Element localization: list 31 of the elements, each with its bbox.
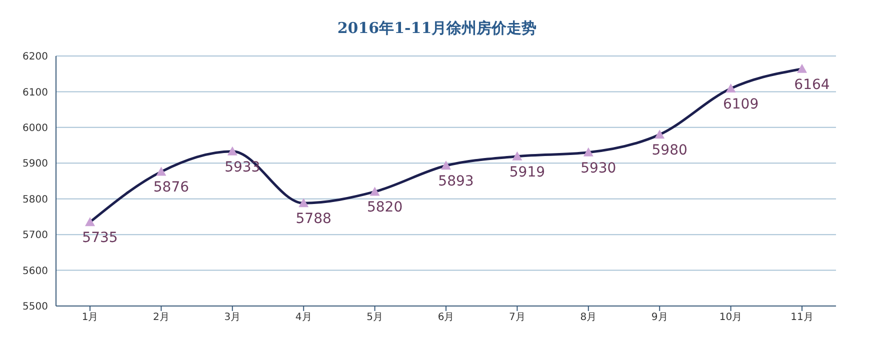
- data-label: 5930: [580, 160, 616, 176]
- x-tick-label: 4月: [295, 312, 312, 324]
- x-tick-label: 7月: [509, 312, 526, 324]
- data-label: 5933: [224, 159, 260, 176]
- data-label: 5820: [366, 200, 403, 216]
- data-label: 6164: [794, 76, 830, 93]
- data-label: 6109: [722, 96, 759, 112]
- data-label: 5980: [652, 142, 688, 159]
- x-tick-label: 1月: [82, 312, 98, 324]
- y-tick-label: 5500: [22, 302, 48, 313]
- y-tick-label: 6200: [22, 52, 48, 63]
- data-label: 5893: [438, 174, 474, 190]
- x-tick-label: 8月: [580, 312, 597, 324]
- data-label: 5919: [509, 164, 546, 180]
- x-tick-label: 9月: [651, 312, 668, 324]
- x-tick-label: 5月: [366, 312, 383, 324]
- x-tick-label: 10月: [719, 312, 742, 324]
- chart-title: 2016年1-11月徐州房价走势: [336, 18, 538, 39]
- data-label: 5788: [296, 211, 332, 228]
- x-tick-label: 2月: [153, 312, 170, 324]
- y-tick-label: 5600: [22, 266, 48, 277]
- data-label: 5876: [153, 180, 190, 196]
- y-tick-label: 6000: [22, 122, 48, 134]
- x-tick-label: 6月: [438, 312, 454, 324]
- x-tick-label: 3月: [224, 312, 241, 324]
- y-tick-label: 5700: [22, 230, 48, 242]
- data-label: 5735: [82, 230, 118, 246]
- y-tick-label: 5800: [22, 194, 48, 206]
- y-tick-label: 5900: [22, 158, 48, 170]
- x-tick-label: 11月: [790, 312, 814, 324]
- y-tick-label: 6100: [22, 87, 48, 98]
